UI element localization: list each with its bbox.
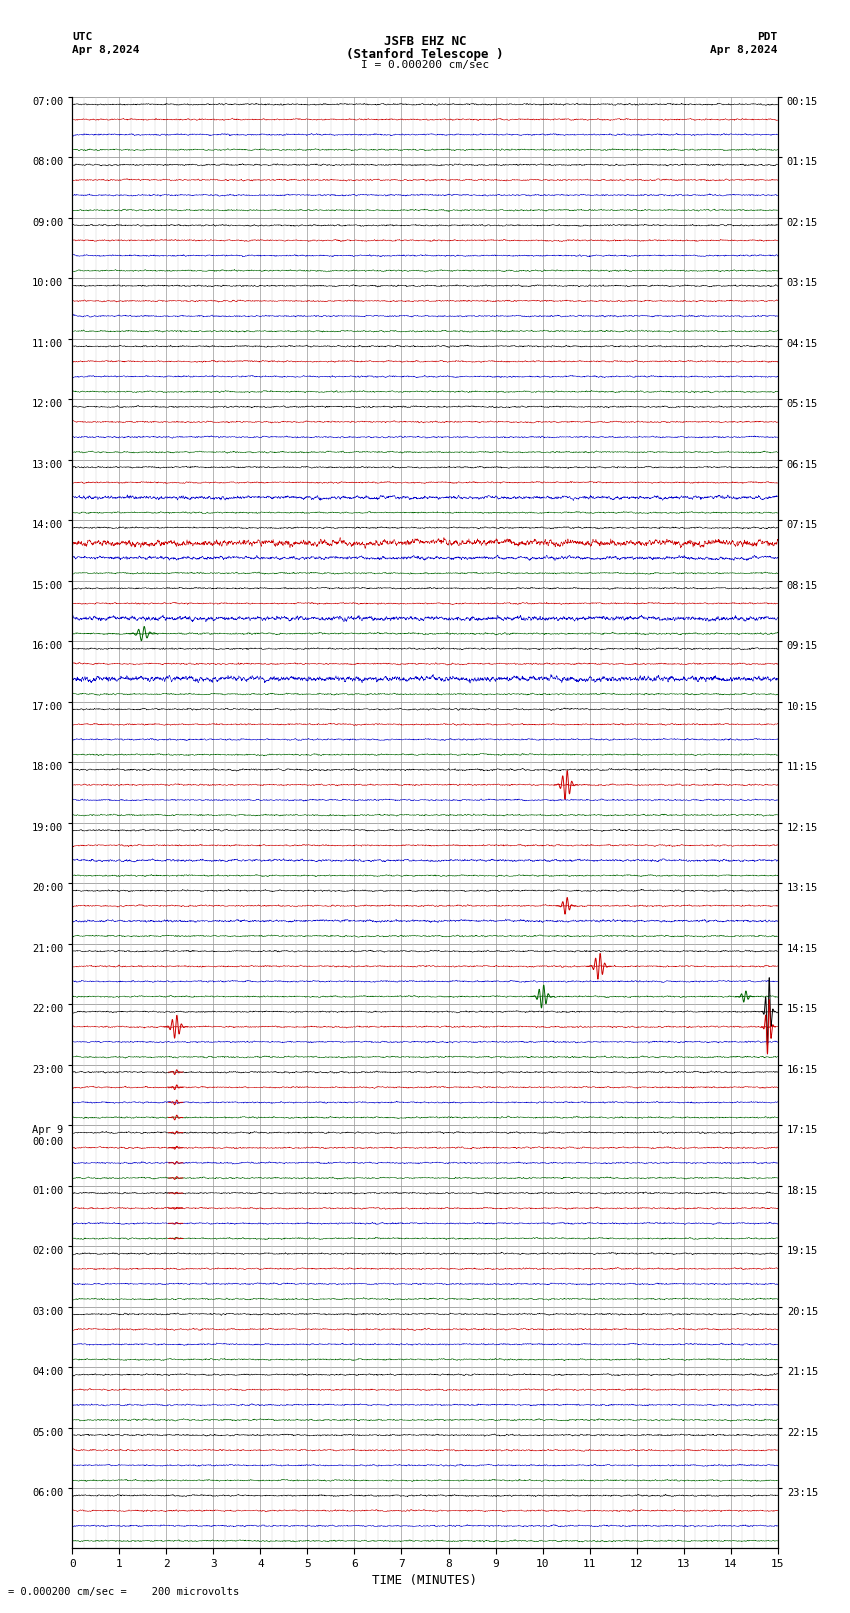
Text: PDT: PDT bbox=[757, 32, 778, 42]
X-axis label: TIME (MINUTES): TIME (MINUTES) bbox=[372, 1574, 478, 1587]
Text: Apr 8,2024: Apr 8,2024 bbox=[72, 45, 139, 55]
Text: (Stanford Telescope ): (Stanford Telescope ) bbox=[346, 48, 504, 61]
Text: = 0.000200 cm/sec =    200 microvolts: = 0.000200 cm/sec = 200 microvolts bbox=[8, 1587, 240, 1597]
Text: I = 0.000200 cm/sec: I = 0.000200 cm/sec bbox=[361, 60, 489, 69]
Text: UTC: UTC bbox=[72, 32, 93, 42]
Text: JSFB EHZ NC: JSFB EHZ NC bbox=[383, 35, 467, 48]
Text: Apr 8,2024: Apr 8,2024 bbox=[711, 45, 778, 55]
